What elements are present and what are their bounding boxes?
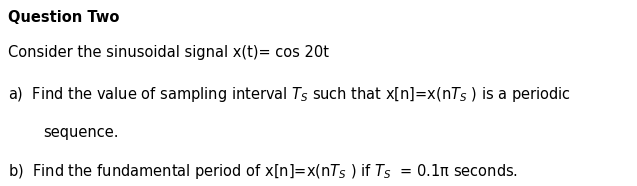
Text: Consider the sinusoidal signal x(t)= cos 20t: Consider the sinusoidal signal x(t)= cos… (8, 45, 329, 60)
Text: b)  Find the fundamental period of x[n]=x(n$T_S$ ) if $T_S$  = 0.1π seconds.: b) Find the fundamental period of x[n]=x… (8, 162, 518, 181)
Text: a)  Find the value of sampling interval $T_S$ such that x[n]=x(n$T_S$ ) is a per: a) Find the value of sampling interval $… (8, 85, 571, 104)
Text: sequence.: sequence. (43, 125, 119, 140)
Text: Question Two: Question Two (8, 10, 119, 25)
